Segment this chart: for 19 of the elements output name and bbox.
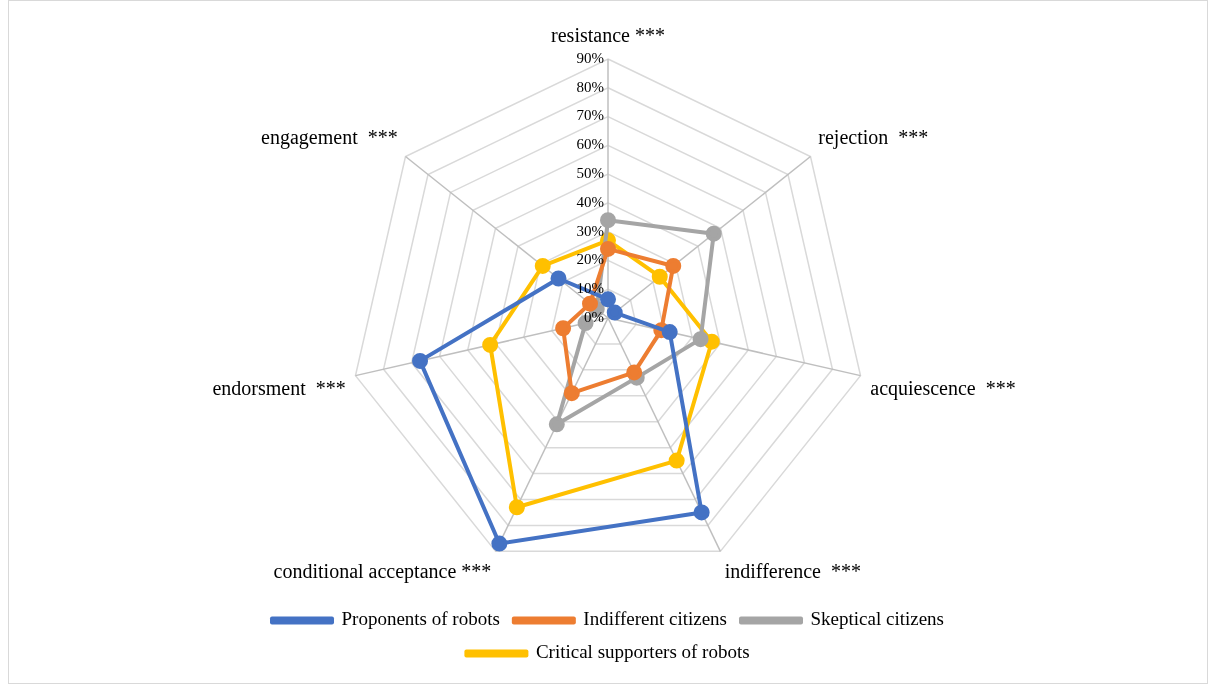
legend-label: Indifferent citizens bbox=[583, 608, 728, 630]
y-tick-label: 90% bbox=[576, 49, 604, 66]
y-tick-label: 0% bbox=[584, 308, 604, 325]
spoke-label: indifference *** bbox=[724, 559, 861, 582]
spoke-label: conditional acceptance *** bbox=[273, 559, 492, 583]
legend-label: Skeptical citizens bbox=[810, 608, 944, 630]
y-tick-label: 50% bbox=[576, 165, 604, 182]
spoke-label: endorsment *** bbox=[212, 377, 346, 400]
y-tick-label: 30% bbox=[576, 222, 604, 239]
spoke-label: rejection *** bbox=[818, 125, 929, 149]
spoke-label: resistance *** bbox=[551, 24, 665, 47]
y-tick-label: 70% bbox=[576, 107, 604, 124]
spoke-label: acquiescence *** bbox=[870, 377, 1016, 401]
y-tick-label: 40% bbox=[576, 193, 604, 210]
y-tick-label: 80% bbox=[576, 78, 604, 95]
legend-label: Proponents of robots bbox=[341, 608, 500, 630]
y-tick-label: 60% bbox=[576, 136, 604, 153]
spoke-label: engagement *** bbox=[261, 125, 398, 149]
legend-label: Critical supporters of robots bbox=[535, 641, 750, 663]
